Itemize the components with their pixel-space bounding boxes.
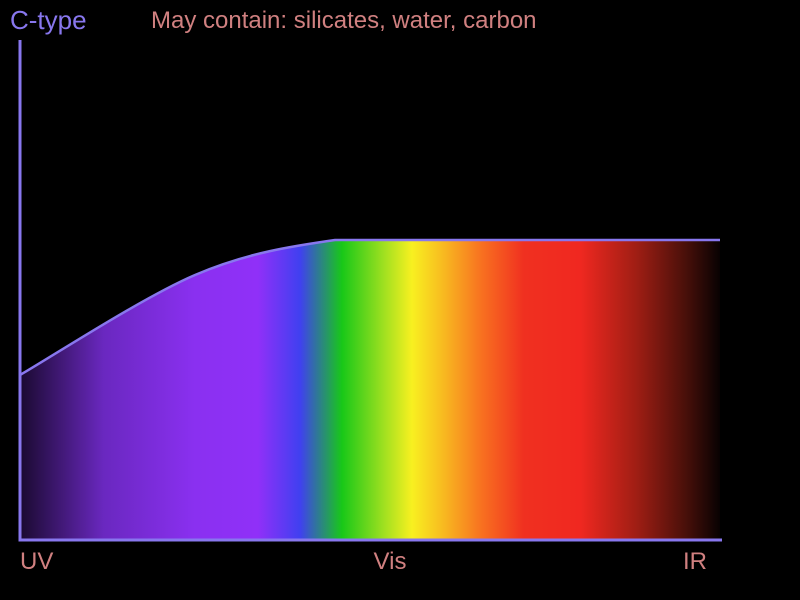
chart-subtitle: May contain: silicates, water, carbon: [151, 7, 537, 34]
spectrum-area: [20, 240, 720, 540]
chart-title: C-type: [10, 5, 87, 35]
x-tick-label-ir: IR: [683, 548, 707, 575]
series-line: [19, 238, 720, 377]
x-tick-label-vis: Vis: [374, 548, 407, 575]
x-tick-label-uv: UV: [20, 548, 53, 575]
